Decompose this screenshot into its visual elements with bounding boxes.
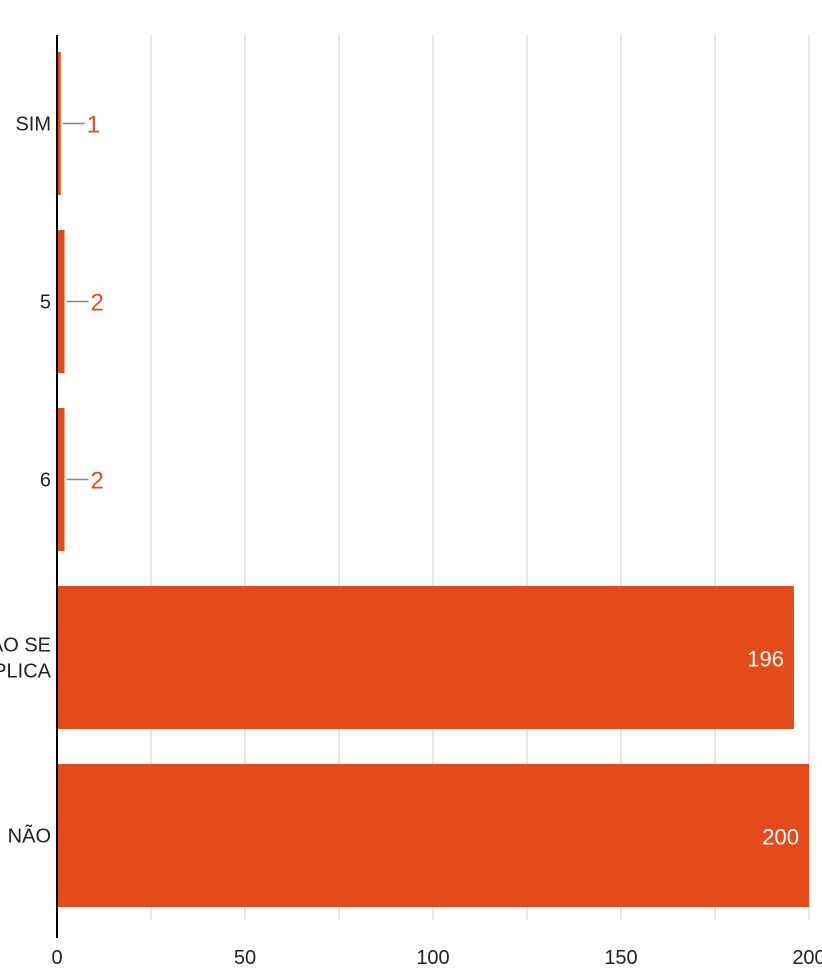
x-tick-labels: 0 50 100 150 200 — [51, 947, 822, 969]
bar — [57, 764, 809, 907]
data-label: 196 — [747, 647, 784, 672]
category-label: NÃO SE APLICA — [0, 633, 52, 683]
data-label: 1 — [87, 112, 100, 139]
data-label: 200 — [762, 825, 799, 850]
category-label: NÃO — [8, 824, 51, 848]
x-tick-label: 150 — [604, 947, 637, 969]
bar — [57, 230, 65, 373]
bar — [57, 408, 65, 551]
gridlines — [150, 35, 810, 920]
x-tick-label: 0 — [51, 947, 62, 969]
category-label-line: NÃO — [8, 824, 51, 848]
category-label: SIM — [15, 114, 51, 136]
bars — [57, 52, 809, 907]
category-label-line: 6 — [40, 470, 51, 492]
bar — [57, 52, 61, 195]
x-tick-label: 50 — [234, 947, 256, 969]
data-label: 2 — [91, 290, 104, 317]
x-tick-label: 200 — [792, 947, 822, 969]
x-tick-label: 100 — [416, 947, 449, 969]
category-label: 6 — [40, 470, 51, 492]
category-label-line: APLICA — [0, 661, 52, 683]
category-label: 5 — [40, 292, 51, 314]
data-label: 2 — [91, 468, 104, 495]
bar — [57, 586, 794, 729]
data-labels: 1 2 2 196 200 — [62, 112, 799, 850]
category-label-line: 5 — [40, 292, 51, 314]
category-label-line: SIM — [15, 114, 51, 136]
category-label-line: NÃO SE — [0, 633, 51, 657]
category-labels: SIM 5 6 NÃO SE APLICA NÃO — [0, 114, 52, 848]
